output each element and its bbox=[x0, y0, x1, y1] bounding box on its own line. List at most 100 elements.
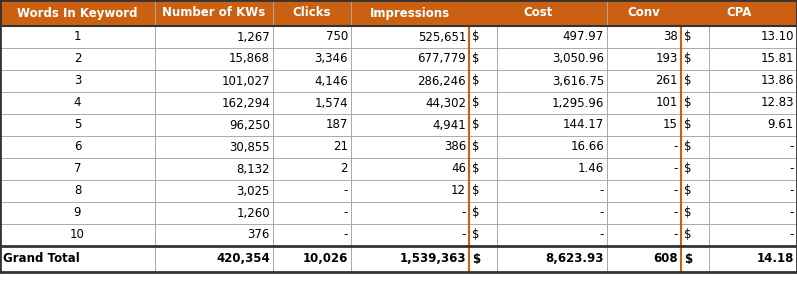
Text: $: $ bbox=[472, 206, 480, 220]
Text: $: $ bbox=[684, 141, 692, 153]
Bar bbox=[0, 26, 797, 48]
Bar bbox=[0, 246, 797, 272]
Text: 497.97: 497.97 bbox=[563, 30, 604, 43]
Text: 13.10: 13.10 bbox=[760, 30, 794, 43]
Text: 525,651: 525,651 bbox=[418, 30, 466, 43]
Text: -: - bbox=[599, 185, 604, 197]
Text: 15,868: 15,868 bbox=[229, 53, 270, 66]
Text: 261: 261 bbox=[655, 74, 678, 87]
Text: $: $ bbox=[472, 185, 480, 197]
Text: 3,616.75: 3,616.75 bbox=[552, 74, 604, 87]
Text: -: - bbox=[790, 206, 794, 220]
Text: -: - bbox=[344, 206, 348, 220]
Bar bbox=[273, 0, 351, 26]
Text: $: $ bbox=[684, 97, 692, 110]
Bar bbox=[681, 0, 797, 26]
Text: -: - bbox=[599, 229, 604, 241]
Text: $: $ bbox=[472, 162, 480, 176]
Text: 1,260: 1,260 bbox=[237, 206, 270, 220]
Bar bbox=[155, 0, 273, 26]
Text: -: - bbox=[790, 162, 794, 176]
Text: $: $ bbox=[472, 30, 480, 43]
Text: 14.18: 14.18 bbox=[756, 252, 794, 266]
Text: 187: 187 bbox=[326, 118, 348, 131]
Text: 193: 193 bbox=[656, 53, 678, 66]
Text: $: $ bbox=[472, 141, 480, 153]
Text: Grand Total: Grand Total bbox=[3, 252, 80, 266]
Text: 8,132: 8,132 bbox=[237, 162, 270, 176]
Text: 6: 6 bbox=[74, 141, 81, 153]
Text: $: $ bbox=[684, 185, 692, 197]
Text: 7: 7 bbox=[74, 162, 81, 176]
Text: 8,623.93: 8,623.93 bbox=[546, 252, 604, 266]
Text: $: $ bbox=[684, 252, 692, 266]
Text: 2: 2 bbox=[74, 53, 81, 66]
Text: $: $ bbox=[472, 118, 480, 131]
Text: 3: 3 bbox=[74, 74, 81, 87]
Text: -: - bbox=[673, 229, 678, 241]
Text: Number of KWs: Number of KWs bbox=[163, 7, 265, 20]
Text: -: - bbox=[673, 162, 678, 176]
Text: 16.66: 16.66 bbox=[570, 141, 604, 153]
Bar bbox=[0, 0, 155, 26]
Text: -: - bbox=[461, 229, 466, 241]
Text: -: - bbox=[344, 229, 348, 241]
Text: 3,025: 3,025 bbox=[237, 185, 270, 197]
Text: 101: 101 bbox=[656, 97, 678, 110]
Text: 9.61: 9.61 bbox=[768, 118, 794, 131]
Bar bbox=[0, 202, 797, 224]
Text: 386: 386 bbox=[444, 141, 466, 153]
Bar bbox=[351, 0, 469, 26]
Text: 144.17: 144.17 bbox=[563, 118, 604, 131]
Bar bbox=[0, 136, 797, 158]
Text: $: $ bbox=[684, 229, 692, 241]
Text: 3,346: 3,346 bbox=[315, 53, 348, 66]
Bar bbox=[0, 48, 797, 70]
Text: 30,855: 30,855 bbox=[230, 141, 270, 153]
Text: -: - bbox=[344, 185, 348, 197]
Text: 96,250: 96,250 bbox=[229, 118, 270, 131]
Text: 10: 10 bbox=[70, 229, 85, 241]
Text: $: $ bbox=[472, 97, 480, 110]
Text: 101,027: 101,027 bbox=[222, 74, 270, 87]
Text: CPA: CPA bbox=[726, 7, 752, 20]
Text: -: - bbox=[673, 185, 678, 197]
Text: $: $ bbox=[472, 74, 480, 87]
Text: 1,295.96: 1,295.96 bbox=[552, 97, 604, 110]
Text: $: $ bbox=[684, 162, 692, 176]
Text: $: $ bbox=[472, 229, 480, 241]
Text: -: - bbox=[461, 206, 466, 220]
Text: $: $ bbox=[472, 252, 480, 266]
Bar bbox=[469, 0, 607, 26]
Bar bbox=[0, 224, 797, 246]
Text: 2: 2 bbox=[340, 162, 348, 176]
Text: 286,246: 286,246 bbox=[418, 74, 466, 87]
Text: Clicks: Clicks bbox=[292, 7, 332, 20]
Text: $: $ bbox=[684, 118, 692, 131]
Text: 162,294: 162,294 bbox=[222, 97, 270, 110]
Text: 15: 15 bbox=[663, 118, 678, 131]
Text: 1,539,363: 1,539,363 bbox=[399, 252, 466, 266]
Text: 3,050.96: 3,050.96 bbox=[552, 53, 604, 66]
Text: -: - bbox=[790, 185, 794, 197]
Bar bbox=[0, 92, 797, 114]
Text: 677,779: 677,779 bbox=[418, 53, 466, 66]
Bar bbox=[0, 158, 797, 180]
Text: 9: 9 bbox=[74, 206, 81, 220]
Text: 1,574: 1,574 bbox=[314, 97, 348, 110]
Text: 4,146: 4,146 bbox=[314, 74, 348, 87]
Text: 420,354: 420,354 bbox=[216, 252, 270, 266]
Text: 13.86: 13.86 bbox=[760, 74, 794, 87]
Text: Cost: Cost bbox=[524, 7, 552, 20]
Text: 1.46: 1.46 bbox=[578, 162, 604, 176]
Text: Conv: Conv bbox=[627, 7, 661, 20]
Text: 1: 1 bbox=[74, 30, 81, 43]
Text: -: - bbox=[673, 141, 678, 153]
Text: 376: 376 bbox=[248, 229, 270, 241]
Text: $: $ bbox=[472, 53, 480, 66]
Text: $: $ bbox=[684, 53, 692, 66]
Text: $: $ bbox=[684, 206, 692, 220]
Text: -: - bbox=[673, 206, 678, 220]
Bar bbox=[0, 70, 797, 92]
Text: 10,026: 10,026 bbox=[303, 252, 348, 266]
